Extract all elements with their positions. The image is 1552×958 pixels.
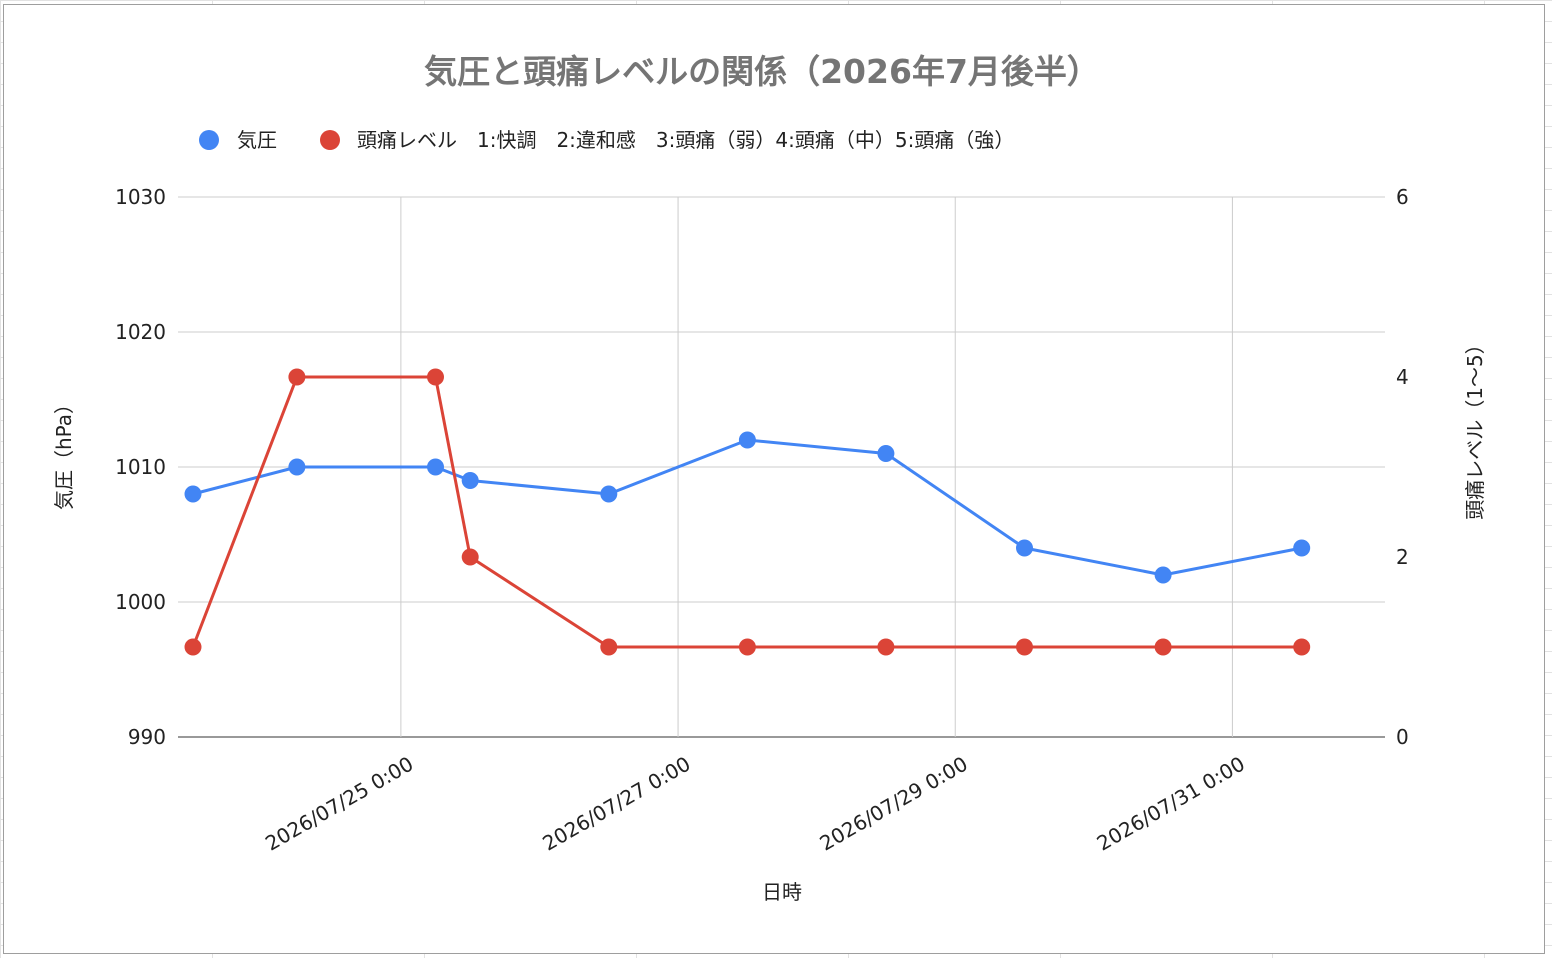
chart-title: 気圧と頭痛レベルの関係（2026年7月後半） xyxy=(424,52,1100,91)
data-point[interactable] xyxy=(288,458,306,476)
data-point[interactable] xyxy=(738,638,756,656)
y-tick-label: 990 xyxy=(128,725,166,749)
data-point[interactable] xyxy=(1293,638,1311,656)
data-point[interactable] xyxy=(1154,566,1172,584)
y2-tick-label: 0 xyxy=(1396,725,1409,749)
data-point[interactable] xyxy=(461,548,479,566)
right-axis-ticks: 0 2 4 6 xyxy=(1396,185,1409,749)
y2-tick-label: 2 xyxy=(1396,545,1409,569)
x-tick-label: 2026/07/29 0:00 xyxy=(816,752,972,856)
x-tick-label: 2026/07/31 0:00 xyxy=(1093,752,1249,856)
data-point[interactable] xyxy=(184,638,202,656)
y-tick-label: 1010 xyxy=(115,455,166,479)
series-line xyxy=(191,375,1302,649)
series-headache xyxy=(184,368,1311,656)
legend-label-headache: 頭痛レベル 1:快調 2:違和感 3:頭痛（弱）4:頭痛（中）5:頭痛（強） xyxy=(357,128,1014,152)
data-point[interactable] xyxy=(1016,539,1033,557)
data-point[interactable] xyxy=(1154,638,1172,656)
data-point[interactable] xyxy=(600,485,618,503)
data-point[interactable] xyxy=(427,368,444,386)
legend[interactable]: 気圧 頭痛レベル 1:快調 2:違和感 3:頭痛（弱）4:頭痛（中）5:頭痛（強… xyxy=(199,128,1014,152)
y-axis-title: 気圧（hPa） xyxy=(52,394,76,510)
y2-tick-label: 6 xyxy=(1396,185,1409,209)
left-axis-ticks: 990 1000 1010 1020 1030 xyxy=(115,185,166,749)
data-point[interactable] xyxy=(877,638,895,656)
series-layer xyxy=(184,368,1311,656)
x-axis-ticks: 2026/07/25 0:00 2026/07/27 0:00 2026/07/29… xyxy=(261,752,1249,856)
data-point[interactable] xyxy=(1293,539,1311,557)
x-axis-title: 日時 xyxy=(762,880,802,904)
x-tick-label: 2026/07/25 0:00 xyxy=(261,752,417,856)
y-tick-label: 1000 xyxy=(115,590,166,614)
data-point[interactable] xyxy=(738,431,756,449)
data-point[interactable] xyxy=(427,458,444,476)
legend-marker-pressure xyxy=(199,130,219,150)
chart-frame[interactable] xyxy=(3,4,1545,954)
data-point[interactable] xyxy=(461,472,479,489)
y-tick-label: 1020 xyxy=(115,320,166,344)
series-line xyxy=(192,438,1302,577)
data-point[interactable] xyxy=(288,368,306,386)
legend-marker-headache xyxy=(320,130,340,150)
y2-tick-label: 4 xyxy=(1396,365,1409,389)
y-tick-label: 1030 xyxy=(115,185,166,209)
data-point[interactable] xyxy=(1016,638,1033,656)
data-point[interactable] xyxy=(877,445,895,462)
data-point[interactable] xyxy=(600,638,618,656)
data-point[interactable] xyxy=(184,485,202,503)
y2-axis-title: 頭痛レベル（1〜5） xyxy=(1463,334,1487,519)
x-tick-label: 2026/07/27 0:00 xyxy=(538,752,694,856)
legend-label-pressure: 気圧 xyxy=(237,128,277,152)
series-pressure xyxy=(184,431,1311,584)
